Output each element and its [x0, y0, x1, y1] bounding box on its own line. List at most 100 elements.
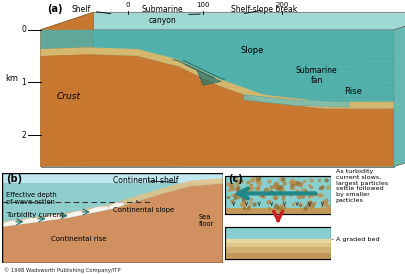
Point [277, 203, 284, 207]
Text: Submarine
fan: Submarine fan [295, 66, 337, 85]
Text: Submarine
canyon: Submarine canyon [141, 5, 200, 25]
Bar [225, 239, 330, 242]
Polygon shape [2, 178, 223, 227]
Point [265, 199, 272, 203]
Text: Crust: Crust [57, 92, 81, 101]
Text: Continental shelf: Continental shelf [113, 176, 178, 185]
Text: 2: 2 [21, 130, 26, 139]
Point [260, 193, 266, 198]
Point [224, 194, 231, 199]
Point [307, 178, 314, 182]
Point [274, 185, 280, 189]
Point [262, 188, 268, 192]
Polygon shape [108, 202, 124, 210]
Point [301, 188, 308, 192]
Bar [225, 247, 330, 253]
Point [306, 200, 313, 205]
Text: © 1998 Wadsworth Publishing Company/ITP: © 1998 Wadsworth Publishing Company/ITP [4, 267, 120, 273]
Text: Shelf: Shelf [71, 5, 111, 14]
Text: 1: 1 [21, 78, 26, 87]
Polygon shape [64, 211, 86, 218]
Point [272, 181, 278, 186]
Point [255, 181, 262, 185]
Point [301, 205, 308, 210]
Text: km: km [6, 75, 19, 83]
Point [257, 192, 264, 197]
Point [307, 191, 314, 195]
Point [247, 196, 254, 201]
Bar [225, 242, 330, 247]
Point [289, 202, 295, 206]
Polygon shape [2, 184, 223, 263]
Bar [225, 176, 330, 214]
Point [292, 181, 298, 185]
Point [322, 178, 328, 182]
Point [276, 189, 282, 193]
Polygon shape [40, 12, 93, 167]
Point [253, 186, 260, 190]
Point [322, 201, 329, 205]
Point [225, 188, 232, 192]
Text: (b): (b) [6, 175, 23, 184]
Point [247, 186, 254, 190]
Point [299, 194, 305, 198]
Point [239, 198, 245, 202]
Point [324, 185, 330, 189]
Point [318, 185, 324, 189]
Polygon shape [393, 12, 405, 167]
Polygon shape [86, 206, 108, 214]
Point [254, 178, 261, 182]
Polygon shape [2, 221, 20, 227]
Text: Slope: Slope [239, 46, 263, 55]
Point [288, 185, 295, 189]
Text: As turbidity
current slows,
largest particles
settle followed
by smaller
particl: As turbidity current slows, largest part… [335, 169, 387, 203]
Point [305, 200, 311, 204]
Point [322, 198, 328, 202]
Point [279, 194, 286, 198]
Bar [225, 227, 330, 259]
Point [315, 178, 321, 182]
Point [249, 176, 256, 181]
Point [244, 179, 250, 184]
Point [316, 186, 323, 190]
Point [305, 194, 312, 198]
Point [271, 184, 277, 189]
Point [281, 190, 287, 194]
Point [246, 199, 253, 204]
Point [297, 181, 303, 185]
Point [306, 201, 312, 206]
Point [279, 187, 285, 192]
Point [264, 200, 270, 204]
Polygon shape [40, 47, 393, 109]
Point [307, 205, 314, 210]
Point [239, 195, 246, 199]
Point [303, 203, 310, 207]
Point [245, 186, 252, 190]
Point [268, 189, 274, 193]
Text: (a): (a) [47, 4, 62, 13]
Point [307, 184, 313, 189]
Point [233, 182, 240, 187]
Point [296, 203, 303, 207]
Text: Sea
floor: Sea floor [198, 214, 214, 227]
Point [296, 182, 303, 187]
Point [228, 185, 234, 190]
Text: Shelf-slope break: Shelf-slope break [230, 5, 296, 14]
Point [233, 187, 240, 192]
Polygon shape [40, 149, 405, 167]
Point [316, 192, 323, 197]
Polygon shape [40, 30, 393, 167]
Polygon shape [40, 12, 405, 30]
Point [286, 191, 292, 196]
Point [254, 185, 260, 190]
Point [310, 201, 316, 205]
Point [245, 204, 252, 208]
Polygon shape [243, 95, 348, 107]
Point [234, 186, 241, 190]
Text: 0: 0 [21, 25, 26, 34]
Point [315, 193, 321, 197]
Point [296, 202, 303, 206]
Bar [225, 208, 330, 214]
Point [237, 178, 243, 183]
Point [233, 186, 240, 191]
